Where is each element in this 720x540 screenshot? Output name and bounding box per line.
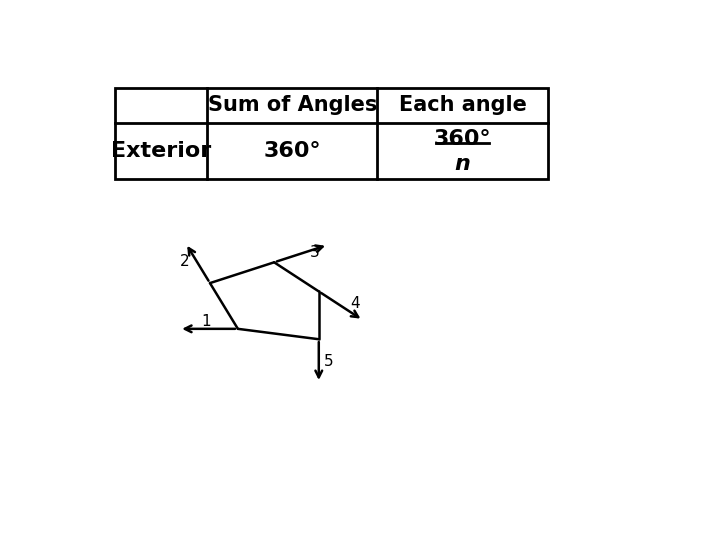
Text: n: n: [454, 154, 470, 174]
Bar: [115, 87, 547, 179]
Text: 360°: 360°: [433, 129, 491, 148]
Text: Sum of Angles: Sum of Angles: [207, 96, 377, 116]
Text: 4: 4: [351, 296, 360, 311]
Text: 1: 1: [201, 314, 210, 329]
Text: Exterior: Exterior: [111, 141, 211, 161]
Text: Each angle: Each angle: [399, 96, 526, 116]
Text: 2: 2: [179, 254, 189, 269]
Text: 360°: 360°: [264, 141, 321, 161]
Text: 5: 5: [324, 354, 333, 369]
Text: 3: 3: [310, 245, 320, 260]
